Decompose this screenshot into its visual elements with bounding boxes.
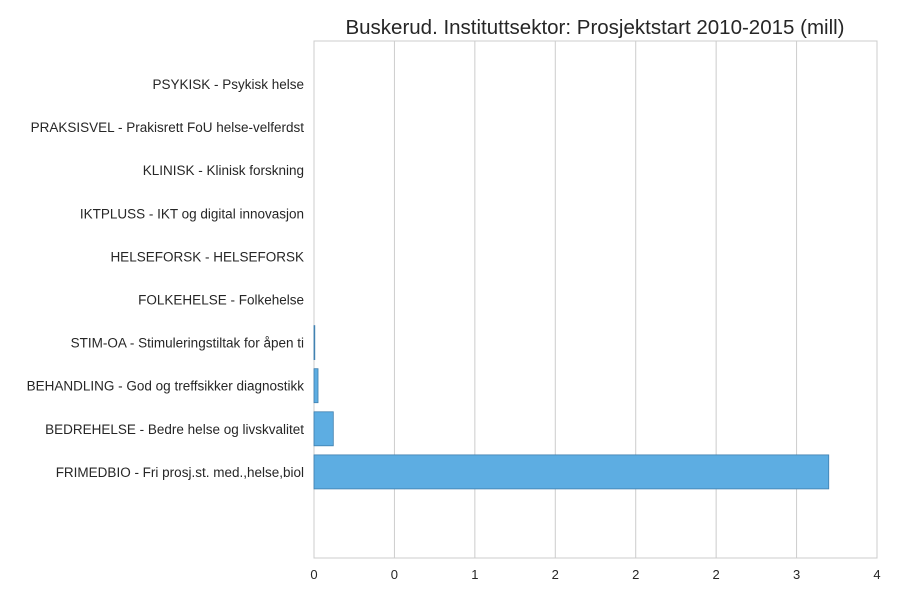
bar xyxy=(313,454,830,490)
category-label: IKTPLUSS - IKT og digital innovasjon xyxy=(80,206,304,221)
x-tick-label: 3 xyxy=(793,567,800,582)
x-tick-label: 2 xyxy=(632,567,639,582)
bar xyxy=(313,368,319,404)
category-label: PSYKISK - Psykisk helse xyxy=(152,77,304,92)
category-label: PRAKSISVEL - Prakisrett FoU helse-velfer… xyxy=(31,120,305,135)
category-label: BEDREHELSE - Bedre helse og livskvalitet xyxy=(45,422,304,437)
x-tick-label: 1 xyxy=(471,567,478,582)
bar xyxy=(313,411,334,447)
category-label: FRIMEDBIO - Fri prosj.st. med.,helse,bio… xyxy=(56,465,304,480)
x-tick-label: 2 xyxy=(713,567,720,582)
category-label: KLINISK - Klinisk forskning xyxy=(143,163,304,178)
x-tick-labels: 0 0 1 2 2 2 3 4 xyxy=(310,567,880,582)
category-label: STIM-OA - Stimuleringstiltak for åpen ti xyxy=(71,336,304,351)
category-label: FOLKEHELSE - Folkehelse xyxy=(138,293,304,308)
x-tick-label: 0 xyxy=(391,567,398,582)
category-labels: PSYKISK - Psykisk helse PRAKSISVEL - Prak… xyxy=(27,77,305,480)
chart-title: Buskerud. Instituttsektor: Prosjektstart… xyxy=(345,16,844,39)
bars xyxy=(313,325,830,490)
category-label: BEHANDLING - God og treffsikker diagnost… xyxy=(27,379,305,394)
x-tick-label: 2 xyxy=(552,567,559,582)
category-label: HELSEFORSK - HELSEFORSK xyxy=(110,249,304,264)
x-tick-label: 4 xyxy=(873,567,880,582)
x-tick-label: 0 xyxy=(310,567,317,582)
bar xyxy=(313,325,316,361)
